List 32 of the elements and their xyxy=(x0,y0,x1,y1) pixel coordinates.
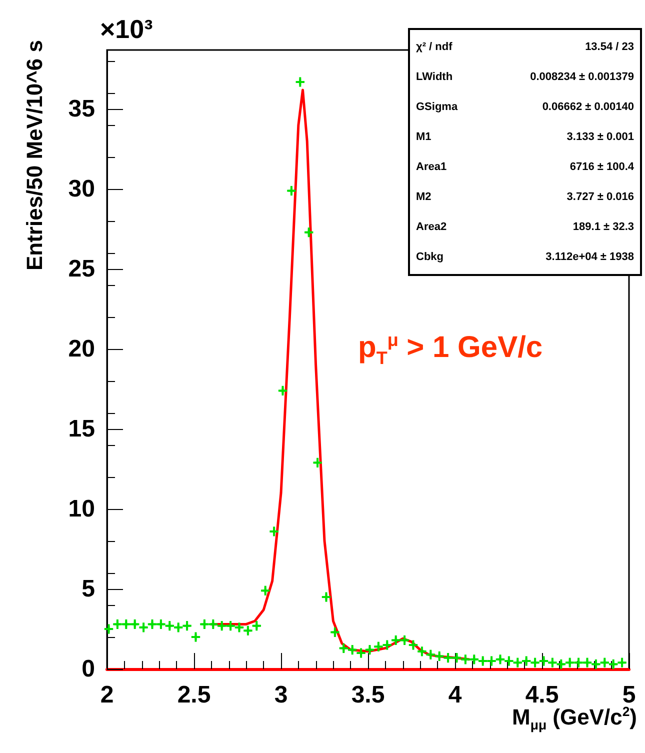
annotation: GSigma xyxy=(416,101,459,113)
annotation: Area2 xyxy=(416,221,448,233)
annotation: 0.008234 ± 0.001379 xyxy=(529,71,634,83)
y-tick-label: 15 xyxy=(68,416,95,443)
annotation: Cbkg xyxy=(416,251,444,263)
annotation: 189.1 ± 32.3 xyxy=(572,221,634,233)
y-tick-label: 5 xyxy=(82,576,95,603)
y-tick-label: 0 xyxy=(82,656,95,682)
annotation: 0.06662 ± 0.00140 xyxy=(541,101,634,113)
annotation: 3.112e+04 ± 1938 xyxy=(544,251,634,263)
x-tick-label: 2.5 xyxy=(177,682,211,708)
annotation: M1 xyxy=(416,131,432,143)
annotation: p$_{T}$$^{μ}$ > 1 GeV/c xyxy=(358,330,543,369)
x-tick-label: 4 xyxy=(448,682,462,708)
x-tick-label: 3.5 xyxy=(351,682,385,708)
y-tick-label: 25 xyxy=(68,256,95,283)
annotation: 3.133 ± 0.001 xyxy=(566,131,634,143)
y-tick-label: 30 xyxy=(68,176,95,203)
y-axis-title: Entries/50 MeV/10^6 s xyxy=(22,40,48,271)
annotation: Area1 xyxy=(416,161,448,173)
annotation: LWidth xyxy=(416,71,454,83)
x-tick-label: 3 xyxy=(274,682,288,708)
y-tick-label: 20 xyxy=(68,336,95,363)
y-tick-label: 35 xyxy=(68,96,95,123)
annotation: χ² / ndf xyxy=(416,41,454,53)
text: ×10³ xyxy=(100,14,153,45)
annotation: 13.54 / 23 xyxy=(584,41,634,53)
annotation: M2 xyxy=(416,191,432,203)
x-tick-label: 2 xyxy=(100,682,114,708)
annotation: 3.727 ± 0.016 xyxy=(566,191,634,203)
annotation: 6716 ± 100.4 xyxy=(568,161,634,173)
y-tick-label: 10 xyxy=(68,496,95,523)
